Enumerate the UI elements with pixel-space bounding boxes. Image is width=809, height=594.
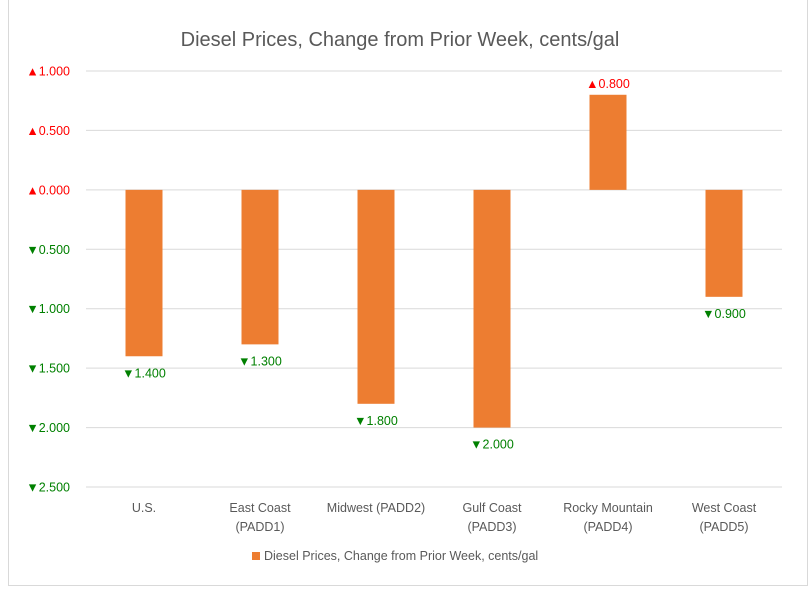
x-tick-label: (PADD1) (235, 520, 284, 534)
bar[interactable] (125, 189, 163, 357)
data-label: ▼1.400 (122, 366, 166, 380)
x-tick-label: West Coast (692, 501, 757, 515)
x-tick-label: U.S. (132, 501, 156, 515)
chart-title: Diesel Prices, Change from Prior Week, c… (181, 29, 620, 51)
bar[interactable] (589, 94, 627, 190)
x-tick-label: Midwest (PADD2) (327, 501, 425, 515)
y-tick-label: ▼2.000 (26, 421, 70, 435)
x-tick-label: (PADD4) (583, 520, 632, 534)
y-tick-label: ▼0.500 (26, 243, 70, 257)
legend[interactable]: Diesel Prices, Change from Prior Week, c… (252, 549, 538, 563)
data-label: ▲0.800 (586, 77, 630, 91)
bars (125, 94, 743, 428)
data-label: ▼1.300 (238, 354, 282, 368)
data-label: ▼1.800 (354, 414, 398, 428)
bar[interactable] (241, 189, 279, 345)
x-tick-label: East Coast (229, 501, 291, 515)
x-axis: U.S. East Coast (PADD1) Midwest (PADD2) Gulf… (132, 501, 757, 534)
y-tick-label: ▼1.500 (26, 362, 70, 376)
legend-swatch (252, 552, 260, 560)
legend-label: Diesel Prices, Change from Prior Week, c… (264, 549, 538, 563)
x-tick-label: Gulf Coast (462, 501, 522, 515)
y-tick-label: ▼1.000 (26, 302, 70, 316)
gridlines (86, 70, 782, 488)
y-tick-label: ▲0.500 (26, 124, 70, 138)
bar[interactable] (473, 189, 511, 428)
data-labels: ▼1.400 ▼1.300 ▼1.800 ▼2.000 ▲0.800 ▼0.900 (122, 77, 746, 452)
bar[interactable] (357, 189, 395, 404)
x-tick-label: Rocky Mountain (563, 501, 653, 515)
data-label: ▼2.000 (470, 438, 514, 452)
data-label: ▼0.900 (702, 307, 746, 321)
y-tick-label: ▲0.000 (26, 183, 70, 197)
y-axis: ▲1.000 ▲0.500 ▲0.000 ▼0.500 ▼1.000 ▼1.500 ▼2.0… (26, 65, 70, 495)
x-tick-label: (PADD5) (699, 520, 748, 534)
y-tick-label: ▲1.000 (26, 65, 70, 79)
bar[interactable] (705, 189, 743, 297)
y-tick-label: ▼2.500 (26, 481, 70, 495)
x-tick-label: (PADD3) (467, 520, 516, 534)
